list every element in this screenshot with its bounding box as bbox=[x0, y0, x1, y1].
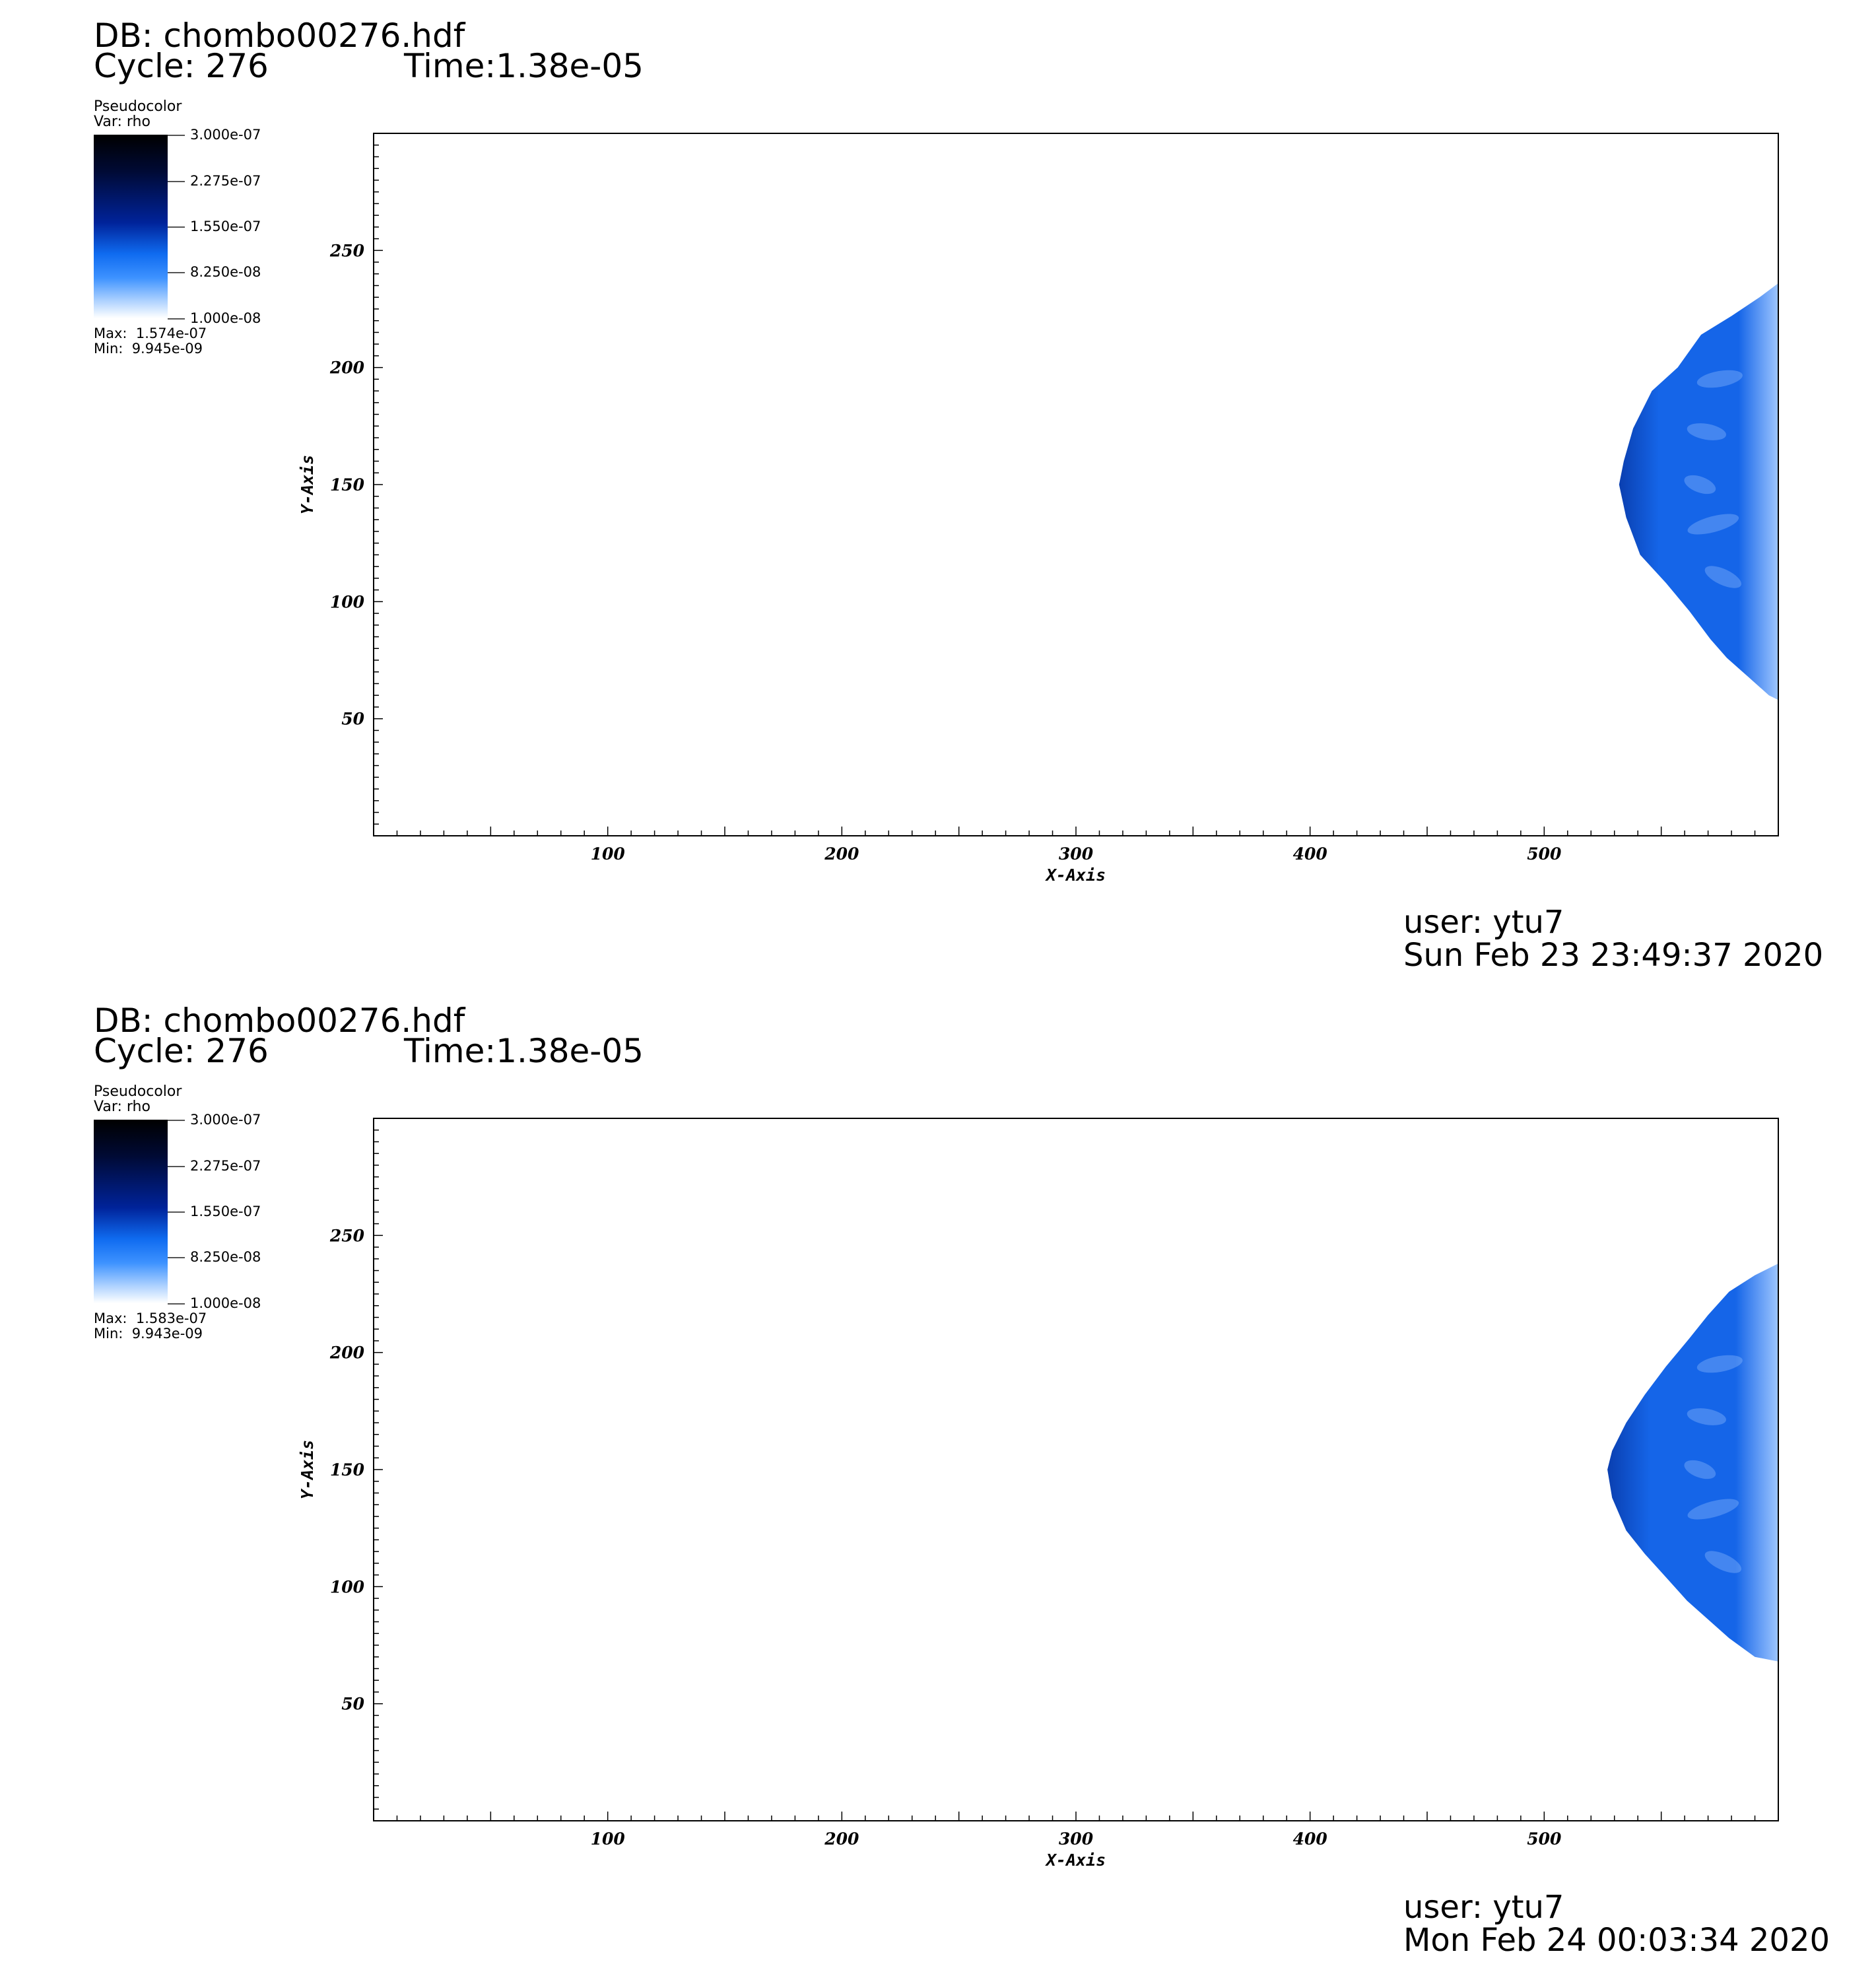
density-streak bbox=[1684, 475, 1716, 494]
colorbar-tick-label: 8.250e-08 bbox=[190, 264, 261, 280]
legend-variable: Var: rho bbox=[94, 114, 151, 130]
colorbar-ticks: 3.000e-07 2.275e-07 1.550e-07 8.250e-08 … bbox=[168, 1112, 366, 1318]
x-tick-label: 400 bbox=[1293, 844, 1328, 864]
colorbar-tick-label: 1.000e-08 bbox=[190, 310, 261, 326]
cycle-time-line: Cycle: 276 Time:1.38e-05 bbox=[94, 1032, 644, 1070]
colorbar bbox=[94, 135, 168, 318]
legend-plot-type: Pseudocolor bbox=[94, 1083, 182, 1100]
cycle-time-line: Cycle: 276 Time:1.38e-05 bbox=[94, 47, 644, 85]
colorbar bbox=[94, 1120, 168, 1303]
x-tick-label: 200 bbox=[824, 1829, 859, 1849]
colorbar-tick-label: 3.000e-07 bbox=[190, 1112, 261, 1128]
y-tick-label: 250 bbox=[329, 1226, 365, 1245]
x-tick-label: 100 bbox=[591, 1829, 626, 1849]
density-streak bbox=[1687, 1408, 1726, 1425]
colorbar-tick-label: 3.000e-07 bbox=[190, 127, 261, 143]
density-region bbox=[1607, 1263, 1778, 1662]
database-label: DB: chombo00276.hdf bbox=[94, 1002, 465, 1040]
y-tick-label: 250 bbox=[329, 241, 365, 260]
legend-max: Max: 1.583e-07 bbox=[94, 1310, 207, 1326]
density-streak bbox=[1704, 566, 1741, 588]
plot-area: 100 200 300 400 500 50 100 150 200 250 X-Axis Y-Axi… bbox=[298, 133, 1779, 885]
colorbar-ticks: 3.000e-07 2.275e-07 1.550e-07 8.250e-08 … bbox=[168, 127, 366, 333]
colorbar-tick-label: 2.275e-07 bbox=[190, 173, 261, 189]
x-tick-label: 500 bbox=[1527, 1829, 1562, 1849]
user-label: user: ytu7 bbox=[1403, 1889, 1564, 1926]
y-tick-label: 150 bbox=[330, 1460, 365, 1479]
colorbar-tick-label: 8.250e-08 bbox=[190, 1249, 261, 1265]
y-tick-label: 200 bbox=[329, 1343, 365, 1363]
legend-min: Min: 9.943e-09 bbox=[94, 1326, 203, 1342]
density-streak bbox=[1696, 1355, 1743, 1373]
legend-stats: Max: 1.583e-07 Min: 9.943e-09 bbox=[94, 1311, 207, 1342]
cycle-label: Cycle: 276 bbox=[94, 1032, 269, 1070]
colorbar-tick-label: 2.275e-07 bbox=[190, 1158, 261, 1174]
time-label: Time:1.38e-05 bbox=[404, 1032, 644, 1070]
colorbar-tick-label: 1.550e-07 bbox=[190, 219, 261, 234]
colorbar-tick-label: 1.550e-07 bbox=[190, 1204, 261, 1219]
visit-plot-panel-2: DB: chombo00276.hdf Cycle: 276 Time:1.38… bbox=[0, 985, 1876, 1970]
x-tick-label: 400 bbox=[1293, 1829, 1328, 1849]
legend-plot-type: Pseudocolor bbox=[94, 98, 182, 115]
density-streak bbox=[1684, 1460, 1716, 1479]
plot-frame bbox=[373, 133, 1779, 836]
cycle-label: Cycle: 276 bbox=[94, 47, 269, 85]
legend-title: Pseudocolor Var: rho bbox=[94, 1084, 182, 1114]
legend-variable: Var: rho bbox=[94, 1099, 151, 1115]
density-streak bbox=[1687, 514, 1739, 535]
x-tick-label: 500 bbox=[1527, 844, 1562, 864]
date-label: Mon Feb 24 00:03:34 2020 bbox=[1403, 1922, 1830, 1959]
x-axis-title: X-Axis bbox=[1045, 1851, 1106, 1870]
y-tick-label: 150 bbox=[330, 475, 365, 494]
legend-stats: Max: 1.574e-07 Min: 9.945e-09 bbox=[94, 326, 207, 357]
y-tick-label: 200 bbox=[329, 358, 365, 378]
user-label: user: ytu7 bbox=[1403, 904, 1564, 941]
x-axis-title: X-Axis bbox=[1045, 866, 1106, 885]
visit-plot-panel-1: DB: chombo00276.hdf Cycle: 276 Time:1.38… bbox=[94, 17, 1824, 974]
y-axis-title: Y-Axis bbox=[298, 1440, 317, 1499]
legend-title: Pseudocolor Var: rho bbox=[94, 99, 182, 129]
legend-min: Min: 9.945e-09 bbox=[94, 341, 203, 357]
density-streak bbox=[1687, 423, 1726, 440]
density-streak bbox=[1687, 1499, 1739, 1520]
x-tick-label: 100 bbox=[591, 844, 626, 864]
x-tick-label: 300 bbox=[1059, 1829, 1094, 1849]
legend-max: Max: 1.574e-07 bbox=[94, 325, 207, 341]
density-streak bbox=[1696, 370, 1743, 388]
colorbar-tick-label: 1.000e-08 bbox=[190, 1295, 261, 1311]
x-tick-label: 300 bbox=[1059, 844, 1094, 864]
date-label: Sun Feb 23 23:49:37 2020 bbox=[1403, 937, 1824, 974]
plot-area: 100 200 300 400 500 50 100 150 200 250 X-Axis Y-Axi… bbox=[298, 1118, 1779, 1870]
x-tick-label: 200 bbox=[824, 844, 859, 864]
database-label: DB: chombo00276.hdf bbox=[94, 17, 465, 55]
y-tick-label: 100 bbox=[330, 592, 365, 611]
y-axis-title: Y-Axis bbox=[298, 455, 317, 514]
plot-frame bbox=[373, 1118, 1779, 1821]
y-tick-label: 100 bbox=[330, 1577, 365, 1596]
density-region bbox=[1619, 283, 1778, 700]
y-tick-label: 50 bbox=[341, 1695, 364, 1714]
y-tick-label: 50 bbox=[341, 710, 364, 729]
time-label: Time:1.38e-05 bbox=[404, 47, 644, 85]
density-streak bbox=[1704, 1551, 1741, 1573]
